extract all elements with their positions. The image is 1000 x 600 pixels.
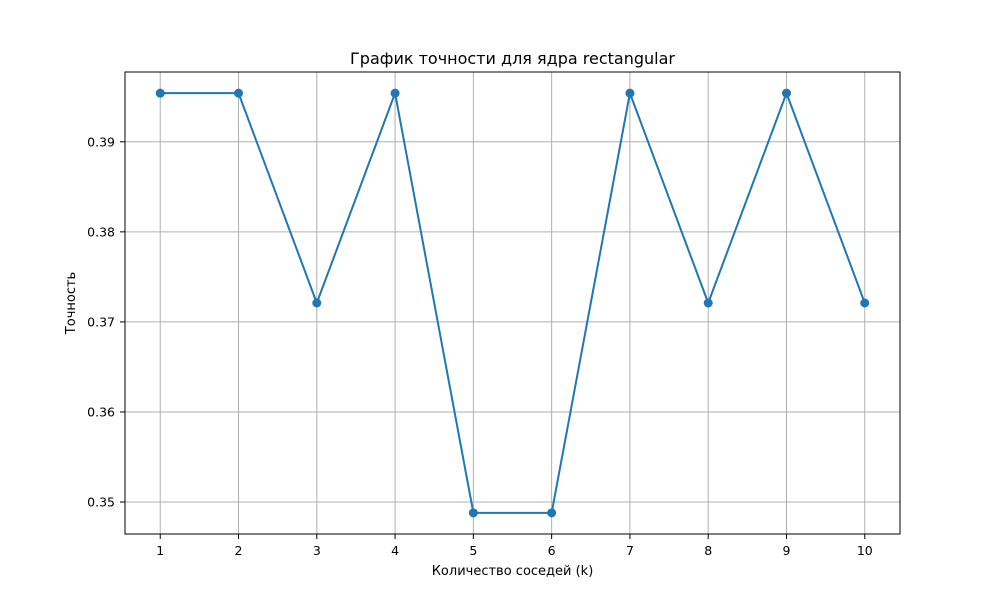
data-point: [547, 508, 557, 518]
y-tick-label: 0.37: [87, 314, 115, 329]
data-point: [468, 508, 478, 518]
x-tick-label: 7: [626, 543, 634, 558]
data-point: [703, 298, 713, 308]
x-tick-label: 9: [783, 543, 791, 558]
y-tick-label: 0.35: [87, 495, 115, 510]
data-point: [312, 298, 322, 308]
data-point: [625, 88, 635, 98]
x-tick-label: 10: [857, 543, 873, 558]
y-tick-label: 0.36: [87, 404, 115, 419]
data-point: [781, 88, 791, 98]
data-point: [155, 88, 165, 98]
y-axis: 0.35 0.36 0.37 0.38 0.39: [87, 134, 125, 510]
y-axis-label: Точность: [64, 272, 79, 335]
x-tick-label: 3: [313, 543, 321, 558]
data-point: [390, 88, 400, 98]
y-tick-label: 0.38: [87, 224, 115, 239]
series-line: [160, 92, 866, 514]
data-point: [234, 88, 244, 98]
x-tick-label: 2: [235, 543, 243, 558]
x-tick-label: 1: [156, 543, 164, 558]
data-point: [860, 298, 870, 308]
plot-frame: [124, 71, 901, 535]
x-tick-label: 6: [548, 543, 556, 558]
y-tick-label: 0.39: [87, 134, 115, 149]
series-layer: [155, 88, 870, 518]
x-axis: 1 2 3 4 5 6 7 8 9 10: [156, 534, 873, 558]
x-tick-label: 8: [704, 543, 712, 558]
chart-title: График точности для ядра rectangular: [350, 49, 675, 68]
x-tick-label: 4: [391, 543, 399, 558]
grid: [125, 72, 900, 534]
x-axis-label: Количество соседей (k): [432, 564, 594, 579]
x-tick-label: 5: [469, 543, 477, 558]
